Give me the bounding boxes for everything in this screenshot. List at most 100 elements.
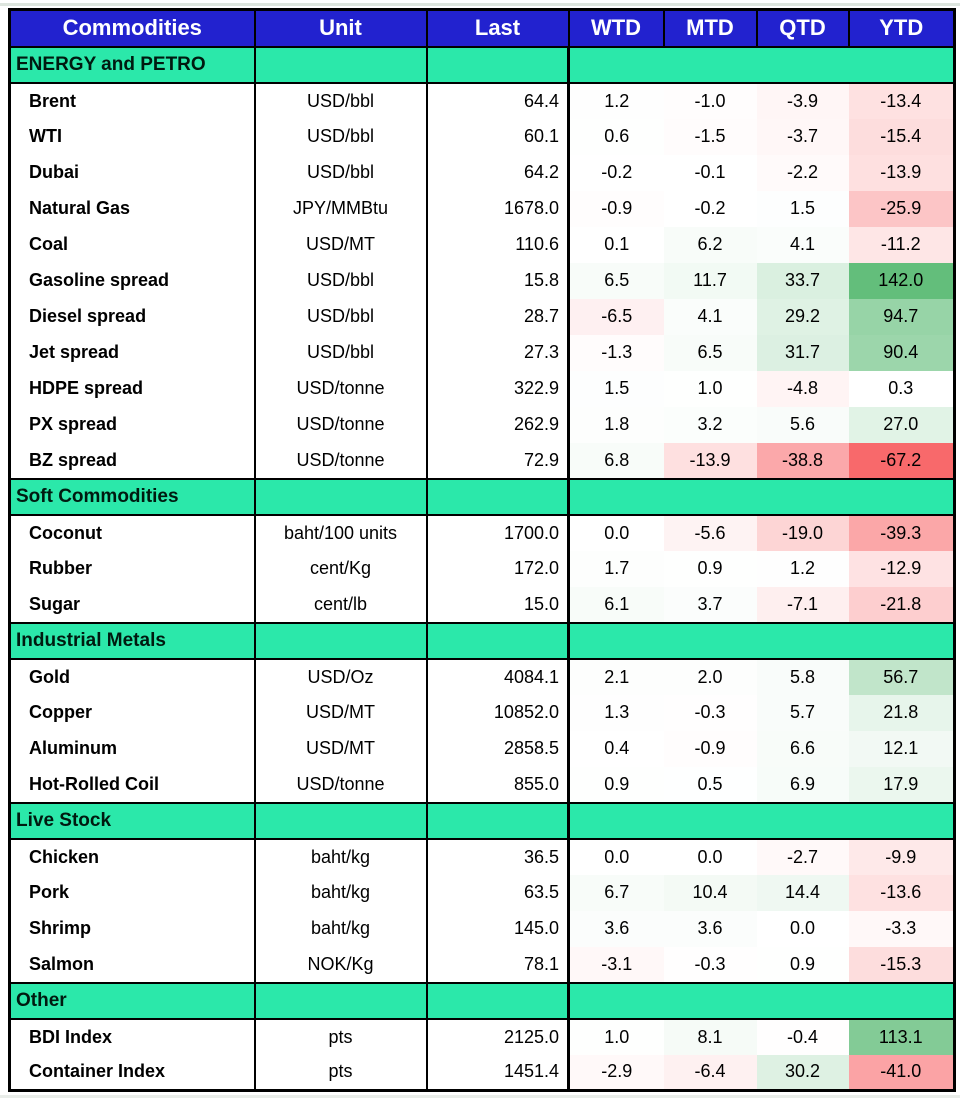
ytd-cell: -15.4 [848, 118, 955, 155]
ytd-cell: -13.6 [848, 874, 955, 911]
section-filler-cell [848, 981, 955, 1020]
section-filler-cell [568, 477, 664, 516]
mtd-cell: 11.7 [663, 262, 757, 299]
mtd-cell: -1.0 [663, 82, 757, 119]
commodity-name-cell: WTI [9, 118, 256, 155]
wtd-cell: 0.0 [568, 514, 664, 551]
commodity-name-cell: Dubai [9, 154, 256, 191]
commodity-name-cell: HDPE spread [9, 370, 256, 407]
section-row: Soft Commodities [9, 477, 955, 516]
unit-cell: USD/bbl [254, 334, 428, 371]
unit-cell: baht/kg [254, 910, 428, 947]
commodity-name-cell: Aluminum [9, 730, 256, 767]
commodity-name-cell: Coal [9, 226, 256, 263]
section-title: Soft Commodities [9, 477, 256, 516]
mtd-cell: -0.1 [663, 154, 757, 191]
table-row: Rubber cent/Kg 172.0 1.7 0.9 1.2 -12.9 [9, 550, 955, 587]
wtd-cell: -0.2 [568, 154, 664, 191]
unit-cell: pts [254, 1018, 428, 1055]
commodity-name-cell: Rubber [9, 550, 256, 587]
table-row: Shrimp baht/kg 145.0 3.6 3.6 0.0 -3.3 [9, 910, 955, 947]
qtd-cell: -3.9 [756, 82, 849, 119]
last-price-cell: 78.1 [426, 946, 570, 983]
mtd-cell: 8.1 [663, 1018, 757, 1055]
qtd-cell: -4.8 [756, 370, 849, 407]
ytd-cell: -3.3 [848, 910, 955, 947]
wtd-cell: 1.2 [568, 82, 664, 119]
section-filler-cell [426, 981, 570, 1020]
commodity-name-cell: PX spread [9, 406, 256, 443]
column-header-mtd: MTD [663, 9, 758, 48]
table-row: BZ spread USD/tonne 72.9 6.8 -13.9 -38.8 -67.2 [9, 442, 955, 479]
commodity-name-cell: Gold [9, 658, 256, 695]
mtd-cell: 2.0 [663, 658, 757, 695]
unit-cell: USD/bbl [254, 118, 428, 155]
table-row: Container Index pts 1451.4 -2.9 -6.4 30.2 -41.… [9, 1054, 955, 1091]
section-title: Live Stock [9, 801, 256, 840]
ytd-cell: -13.9 [848, 154, 955, 191]
section-filler-cell [848, 477, 955, 516]
unit-cell: USD/tonne [254, 370, 428, 407]
last-price-cell: 4084.1 [426, 658, 570, 695]
table-row: Salmon NOK/Kg 78.1 -3.1 -0.3 0.9 -15.3 [9, 946, 955, 983]
table-row: Chicken baht/kg 36.5 0.0 0.0 -2.7 -9.9 [9, 838, 955, 875]
commodity-name-cell: Container Index [9, 1054, 256, 1091]
wtd-cell: 6.8 [568, 442, 664, 479]
section-filler-cell [426, 45, 570, 84]
ytd-cell: -12.9 [848, 550, 955, 587]
table-row: WTI USD/bbl 60.1 0.6 -1.5 -3.7 -15.4 [9, 118, 955, 155]
last-price-cell: 72.9 [426, 442, 570, 479]
qtd-cell: -7.1 [756, 586, 849, 623]
ytd-cell: 142.0 [848, 262, 955, 299]
unit-cell: USD/bbl [254, 298, 428, 335]
mtd-cell: -0.2 [663, 190, 757, 227]
wtd-cell: 1.7 [568, 550, 664, 587]
unit-cell: USD/tonne [254, 442, 428, 479]
section-filler-cell [254, 621, 428, 660]
commodity-name-cell: Chicken [9, 838, 256, 875]
column-header-unit: Unit [254, 9, 428, 48]
table-row: Dubai USD/bbl 64.2 -0.2 -0.1 -2.2 -13.9 [9, 154, 955, 191]
unit-cell: NOK/Kg [254, 946, 428, 983]
last-price-cell: 64.2 [426, 154, 570, 191]
unit-cell: USD/bbl [254, 262, 428, 299]
qtd-cell: 5.6 [756, 406, 849, 443]
wtd-cell: 1.3 [568, 694, 664, 731]
last-price-cell: 1451.4 [426, 1054, 570, 1091]
qtd-cell: 30.2 [756, 1054, 849, 1091]
column-header-last: Last [426, 9, 570, 48]
last-price-cell: 262.9 [426, 406, 570, 443]
last-price-cell: 145.0 [426, 910, 570, 947]
last-price-cell: 27.3 [426, 334, 570, 371]
mtd-cell: 3.2 [663, 406, 757, 443]
mtd-cell: 0.5 [663, 766, 757, 803]
commodity-name-cell: Pork [9, 874, 256, 911]
ytd-cell: -15.3 [848, 946, 955, 983]
wtd-cell: 0.9 [568, 766, 664, 803]
table-row: Sugar cent/lb 15.0 6.1 3.7 -7.1 -21.8 [9, 586, 955, 623]
unit-cell: USD/Oz [254, 658, 428, 695]
unit-cell: USD/bbl [254, 154, 428, 191]
commodity-name-cell: Jet spread [9, 334, 256, 371]
last-price-cell: 63.5 [426, 874, 570, 911]
qtd-cell: 4.1 [756, 226, 849, 263]
ytd-cell: -25.9 [848, 190, 955, 227]
table-row: Jet spread USD/bbl 27.3 -1.3 6.5 31.7 90.4 [9, 334, 955, 371]
table-row: BDI Index pts 2125.0 1.0 8.1 -0.4 113.1 [9, 1018, 955, 1055]
wtd-cell: -6.5 [568, 298, 664, 335]
section-filler-cell [756, 981, 849, 1020]
qtd-cell: 5.8 [756, 658, 849, 695]
qtd-cell: 0.9 [756, 946, 849, 983]
section-filler-cell [848, 621, 955, 660]
section-filler-cell [756, 621, 849, 660]
last-price-cell: 36.5 [426, 838, 570, 875]
section-filler-cell [756, 801, 849, 840]
ytd-cell: 27.0 [848, 406, 955, 443]
mtd-cell: -0.3 [663, 946, 757, 983]
section-filler-cell [568, 45, 664, 84]
ytd-cell: -67.2 [848, 442, 955, 479]
bottom-edge-artifact [0, 1095, 960, 1098]
section-filler-cell [663, 981, 757, 1020]
table-row: Aluminum USD/MT 2858.5 0.4 -0.9 6.6 12.1 [9, 730, 955, 767]
unit-cell: baht/kg [254, 874, 428, 911]
